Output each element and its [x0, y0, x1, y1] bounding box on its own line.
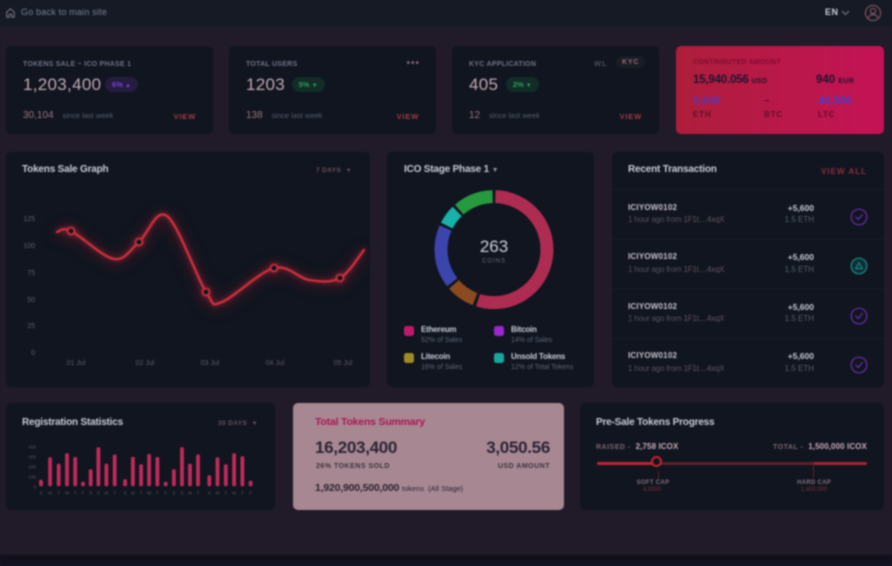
svg-text:T: T	[113, 491, 116, 496]
svg-text:W: W	[147, 491, 152, 496]
svg-text:200: 200	[28, 465, 36, 470]
svg-text:M: M	[105, 491, 109, 496]
svg-text:125: 125	[23, 216, 35, 223]
svg-text:50: 50	[27, 297, 35, 304]
svg-text:M: M	[131, 491, 135, 496]
svg-text:S: S	[208, 491, 211, 496]
svg-text:S: S	[124, 491, 127, 496]
svg-text:W: W	[232, 491, 237, 496]
svg-text:M: M	[48, 491, 52, 496]
svg-text:F: F	[164, 491, 167, 496]
svg-text:0: 0	[31, 350, 35, 357]
svg-text:S: S	[180, 491, 183, 496]
svg-text:0: 0	[33, 485, 36, 490]
svg-text:03 Jul: 03 Jul	[201, 360, 220, 367]
svg-text:04 Jul: 04 Jul	[266, 360, 285, 367]
svg-text:T: T	[74, 491, 77, 496]
svg-text:F: F	[82, 491, 85, 496]
svg-text:100: 100	[23, 243, 35, 250]
svg-text:01 Jul: 01 Jul	[67, 360, 86, 367]
svg-text:300: 300	[28, 455, 36, 460]
svg-text:M: M	[188, 491, 192, 496]
svg-text:S: S	[39, 491, 42, 496]
svg-text:T: T	[156, 491, 159, 496]
svg-text:400: 400	[28, 445, 36, 450]
svg-text:75: 75	[27, 270, 35, 277]
svg-text:COINS: COINS	[482, 259, 506, 265]
svg-text:T: T	[224, 491, 227, 496]
svg-text:05 Jul: 05 Jul	[334, 360, 353, 367]
svg-text:263: 263	[480, 237, 508, 256]
svg-text:100: 100	[28, 475, 36, 480]
svg-text:02 Jul: 02 Jul	[136, 360, 155, 367]
svg-text:S: S	[89, 491, 92, 496]
svg-text:F: F	[249, 491, 252, 496]
svg-text:S: S	[172, 491, 175, 496]
svg-text:T: T	[197, 491, 200, 496]
svg-text:S: S	[97, 491, 100, 496]
svg-text:T: T	[140, 491, 143, 496]
svg-text:T: T	[241, 491, 244, 496]
svg-text:25: 25	[27, 323, 35, 330]
svg-text:W: W	[65, 491, 70, 496]
svg-text:M: M	[216, 491, 220, 496]
svg-text:T: T	[57, 491, 60, 496]
